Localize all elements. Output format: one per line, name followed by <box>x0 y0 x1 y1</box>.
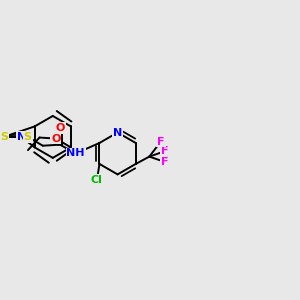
Text: N: N <box>17 132 26 142</box>
Text: O: O <box>55 123 65 133</box>
Text: NH: NH <box>66 148 85 158</box>
Text: O: O <box>51 134 61 144</box>
Text: S: S <box>0 132 8 142</box>
Text: Cl: Cl <box>91 175 103 185</box>
Text: F: F <box>161 157 168 167</box>
Text: F: F <box>161 146 168 156</box>
Text: N: N <box>113 128 122 137</box>
Text: F: F <box>157 136 165 146</box>
Text: S: S <box>24 132 32 142</box>
